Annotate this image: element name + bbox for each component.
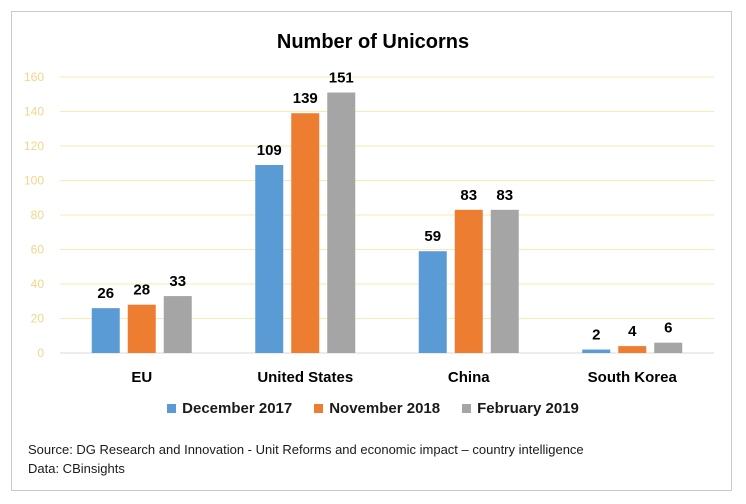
data-label: 109 <box>257 142 282 159</box>
data-label: 83 <box>496 187 513 204</box>
data-label: 83 <box>460 187 477 204</box>
y-tick-label: 0 <box>37 346 44 360</box>
legend-label: February 2019 <box>477 400 579 417</box>
bar <box>127 304 156 353</box>
bar <box>654 342 683 353</box>
y-tick-label: 20 <box>31 312 45 326</box>
bar <box>91 308 120 353</box>
bar <box>163 296 192 353</box>
x-tick-label: EU <box>131 369 152 386</box>
data-label: 28 <box>133 282 150 299</box>
data-label: 6 <box>664 320 672 337</box>
bar-chart: Number of Unicorns 0 20 40 60 80 100 120 140 160… <box>24 31 714 386</box>
y-tick-label: 120 <box>24 139 44 153</box>
y-tick-label: 80 <box>31 208 45 222</box>
data-label: 33 <box>169 273 186 290</box>
legend-item: November 2018 <box>314 400 440 417</box>
bar <box>490 209 519 353</box>
legend-label: December 2017 <box>182 400 293 417</box>
legend-swatch <box>167 404 177 413</box>
bar <box>255 164 284 353</box>
bar <box>454 209 483 353</box>
chart-frame <box>11 11 732 491</box>
data-label: 4 <box>628 323 637 340</box>
chart-title: Number of Unicorns <box>277 31 469 53</box>
source-note: Source: DG Research and Innovation - Uni… <box>28 440 584 478</box>
data-line: Data: CBinsights <box>28 461 125 476</box>
bar <box>582 349 611 353</box>
legend-label: November 2018 <box>329 400 441 417</box>
bar <box>327 92 356 354</box>
legend-swatch <box>462 404 472 413</box>
y-tick-label: 140 <box>24 105 44 119</box>
x-tick-label: China <box>448 369 490 386</box>
y-tick-label: 160 <box>24 70 44 84</box>
y-tick-label: 100 <box>24 174 44 188</box>
data-label: 2 <box>592 327 600 344</box>
data-label: 26 <box>97 285 114 302</box>
legend-item: December 2017 <box>167 400 292 417</box>
bar <box>618 346 647 353</box>
legend-swatch <box>314 404 324 413</box>
x-tick-label: South Korea <box>588 369 678 386</box>
y-tick-label: 60 <box>31 243 45 257</box>
legend-item: February 2019 <box>462 400 579 417</box>
data-label: 59 <box>424 228 441 245</box>
y-tick-label: 40 <box>31 277 45 291</box>
chart-legend: December 2017 November 2018 February 2019 <box>0 400 746 417</box>
source-line: Source: DG Research and Innovation - Uni… <box>28 442 584 457</box>
bar <box>418 251 447 353</box>
bar <box>291 113 320 353</box>
data-label: 151 <box>329 70 354 87</box>
data-label: 139 <box>293 90 318 107</box>
x-tick-label: United States <box>257 369 353 386</box>
